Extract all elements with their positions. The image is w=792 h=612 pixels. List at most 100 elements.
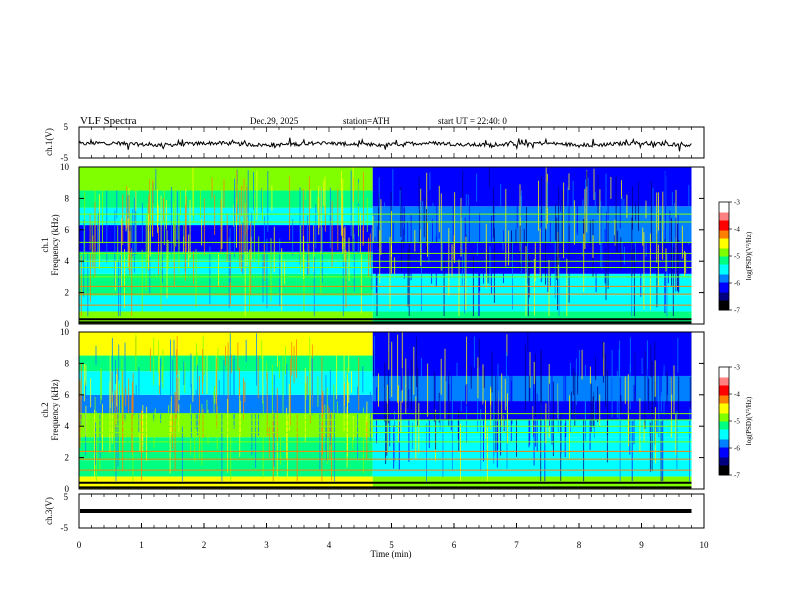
spectrum-streak	[331, 411, 332, 481]
spectrum-streak	[592, 235, 594, 258]
colorbar-segment	[719, 252, 729, 255]
ch1-frequency-ticks: 0 2 4 6 8 10	[60, 162, 704, 329]
spectrum-streak	[581, 349, 583, 380]
colorbar-segment	[719, 377, 729, 380]
spectrum-streak	[397, 334, 399, 403]
spectrum-streak	[400, 401, 402, 433]
ch1-colorbar-ticks: -3 -4 -5 -6 -7	[729, 199, 740, 315]
colorbar-segment	[719, 387, 729, 390]
spectrum-before-band	[79, 332, 373, 356]
spectrum-streak	[236, 170, 238, 222]
spectrum-streak	[438, 392, 440, 423]
ch1-frequency-ylabel: Frequency (kHz)	[50, 214, 60, 275]
spectrum-streak	[607, 183, 609, 220]
spectrum-streak	[135, 385, 137, 410]
spectrum-streak	[557, 381, 559, 433]
spectrum-streak	[221, 407, 223, 482]
spectrum-streak	[135, 191, 137, 255]
spectrum-streak	[545, 167, 547, 230]
colorbar-segment	[719, 381, 729, 384]
spectrum-streak	[675, 217, 677, 292]
spectrum-streak	[428, 237, 430, 263]
spectrum-streak	[434, 345, 436, 422]
spectrum-streak	[442, 419, 444, 477]
spectrum-streak	[688, 184, 690, 245]
spectrum-streak	[501, 373, 503, 427]
spectrum-streak	[262, 252, 264, 303]
colorbar-segment	[719, 419, 729, 422]
spectrum-streak	[528, 258, 530, 298]
spectrum-streak	[272, 411, 274, 435]
freq-tick-label: 8	[65, 358, 70, 368]
freq-tick-label: 0	[65, 484, 70, 494]
spectrum-streak	[575, 358, 577, 405]
spectrum-streak	[451, 393, 453, 471]
spectrum-streak	[286, 407, 288, 460]
spectrum-streak	[492, 186, 494, 238]
spectrum-streak	[560, 194, 561, 212]
spectrum-streak	[464, 217, 466, 253]
spectrum-streak	[678, 240, 680, 293]
spectrum-streak	[158, 344, 160, 386]
spectrum-streak	[538, 180, 539, 231]
colorbar-segment	[719, 308, 729, 311]
ch1-colorbar: -3 -4 -5 -6 -7 log(PSD)(V²/Hz)	[718, 199, 753, 315]
spectrum-streak	[190, 353, 192, 388]
colorbar-segment	[719, 230, 729, 233]
spectrum-streak	[256, 170, 258, 220]
ch2-colorbar-ticks: -3 -4 -5 -6 -7	[729, 364, 740, 480]
spectrum-streak	[689, 406, 691, 439]
spectrum-streak	[584, 394, 586, 443]
spectrum-streak	[400, 332, 402, 391]
spectrum-streak	[649, 422, 651, 472]
spectrum-streak	[374, 236, 376, 254]
colorbar-segment	[719, 300, 729, 303]
ch3-ytick-bottom: -5	[61, 523, 69, 533]
spectrum-streak	[276, 388, 278, 443]
spectrum-streak	[516, 180, 518, 229]
spectrum-streak	[664, 172, 666, 230]
spectrum-streak	[384, 202, 385, 238]
freq-tick-label: 2	[65, 453, 70, 463]
colorbar-segment	[719, 250, 729, 253]
ch3-waveform-ticks	[78, 494, 705, 528]
spectrum-streak	[486, 425, 488, 482]
spectrum-streak	[229, 333, 231, 405]
spectrum-streak	[544, 408, 546, 482]
freq-tick-label: 10	[60, 162, 70, 172]
spectrum-streak	[568, 225, 570, 303]
spectrum-streak	[247, 170, 249, 230]
spectrum-streak	[206, 399, 208, 438]
spectrum-streak	[184, 361, 186, 393]
spectrum-streak	[251, 396, 253, 456]
spectrum-streak	[540, 350, 542, 404]
spectrum-streak	[152, 179, 154, 237]
spectrum-streak	[85, 405, 87, 437]
spectrum-streak	[286, 363, 288, 410]
spectrum-streak	[391, 245, 392, 274]
colorbar-segment	[719, 282, 729, 285]
spectrum-streak	[614, 219, 616, 246]
colorbar-segment	[719, 298, 729, 301]
spectrum-streak	[231, 354, 233, 373]
spectrum-streak	[380, 199, 382, 255]
spectrum-streak	[536, 393, 538, 452]
colorbar-segment	[719, 367, 729, 370]
spectrum-streak	[671, 192, 673, 269]
spectrum-streak	[511, 347, 513, 424]
spectrum-streak	[279, 238, 281, 307]
spectrum-blank	[691, 332, 704, 489]
spectrum-streak	[170, 187, 172, 255]
spectrum-streak	[626, 194, 628, 218]
spectrum-streak	[647, 369, 649, 416]
spectrum-streak	[175, 349, 177, 419]
colorbar-segment	[719, 421, 729, 424]
spectrum-streak	[401, 368, 403, 390]
colorbar-segment	[719, 401, 729, 404]
spectrum-streak	[651, 361, 653, 413]
spectrum-streak	[180, 168, 181, 216]
spectrum-streak	[230, 423, 232, 482]
spectrum-streak	[257, 355, 259, 399]
spectrum-streak	[80, 400, 82, 425]
spectrum-streak	[158, 340, 159, 374]
